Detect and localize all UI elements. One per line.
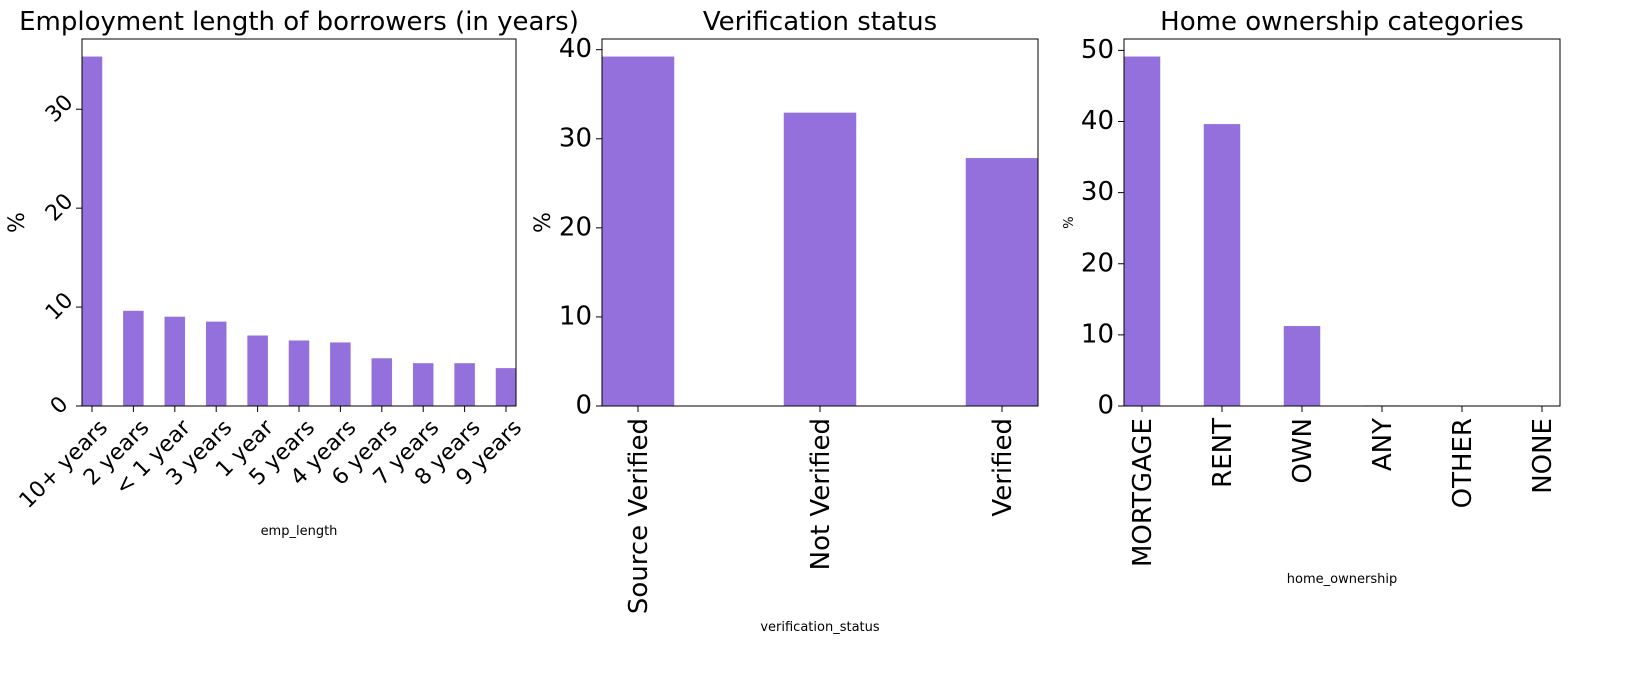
bar-1-4 — [206, 322, 226, 406]
y-tick-label-3-1: 0 — [1097, 391, 1114, 421]
plot-frame-3 — [1124, 39, 1560, 406]
y-tick-label-3-5: 40 — [1081, 106, 1114, 136]
y-tick-label-1-4: 30 — [41, 90, 78, 127]
y-axis-label-1: % — [5, 212, 30, 233]
x-tick-label-2-3: Verified — [988, 418, 1018, 517]
bar-1-10 — [455, 363, 475, 406]
chart-panel-2: 0 10 20 30 40 Source Verified Not Verified Veri… — [531, 7, 1038, 635]
x-tick-label-3-5: OTHER — [1448, 418, 1478, 508]
x-tick-label-3-6: NONE — [1528, 418, 1558, 494]
bar-1-9 — [413, 363, 433, 406]
x-tick-label-3-3: OWN — [1288, 418, 1318, 484]
x-axis-label-1: emp_length — [261, 524, 338, 539]
y-tick-label-3-2: 10 — [1081, 319, 1114, 349]
chart-panel-3: 0 10 20 30 40 50 MORTGAGE RENT OWN ANY OTHER NONE Ho… — [1062, 7, 1560, 587]
x-axis-label-3: home_ownership — [1287, 572, 1397, 587]
chart-title-1: Employment length of borrowers (in years… — [19, 7, 579, 37]
x-axis-label-2: verification_status — [760, 620, 880, 635]
y-tick-label-2-2: 10 — [559, 301, 592, 331]
y-tick-label-1-3: 20 — [41, 189, 78, 226]
bar-1-5 — [248, 336, 268, 406]
y-tick-label-2-5: 40 — [559, 34, 592, 64]
x-tick-label-2-2: Not Verified — [806, 418, 836, 570]
chart-title-2: Verification status — [703, 7, 937, 37]
y-tick-label-2-1: 0 — [575, 391, 592, 421]
bar-3-3 — [1284, 326, 1320, 406]
bar-1-11 — [496, 368, 516, 406]
y-axis-label-2: % — [531, 212, 556, 233]
y-axis-label-3: % — [1062, 216, 1077, 228]
y-tick-label-3-3: 20 — [1081, 248, 1114, 278]
bar-2-3 — [966, 158, 1038, 406]
bar-3-1 — [1124, 57, 1160, 406]
y-tick-label-2-3: 20 — [559, 212, 592, 242]
bar-3-2 — [1204, 124, 1240, 406]
bar-2-2 — [784, 113, 856, 406]
x-tick-label-3-2: RENT — [1208, 418, 1238, 488]
x-tick-label-2-1: Source Verified — [624, 418, 654, 614]
y-tick-label-1-1: 0 — [46, 392, 74, 420]
x-tick-label-3-1: MORTGAGE — [1128, 418, 1158, 567]
chart-title-3: Home ownership categories — [1160, 7, 1524, 37]
y-tick-label-1-2: 10 — [41, 288, 78, 325]
bar-1-2 — [123, 311, 143, 406]
bar-2-1 — [602, 57, 674, 406]
y-tick-label-3-4: 30 — [1081, 177, 1114, 207]
bar-1-3 — [165, 317, 185, 406]
bar-1-6 — [289, 341, 309, 406]
bar-1-1 — [82, 57, 102, 406]
y-tick-label-2-4: 30 — [559, 123, 592, 153]
bar-1-7 — [330, 343, 350, 406]
y-tick-label-3-6: 50 — [1081, 35, 1114, 65]
bar-1-8 — [372, 359, 392, 406]
x-tick-label-3-4: ANY — [1368, 418, 1398, 471]
